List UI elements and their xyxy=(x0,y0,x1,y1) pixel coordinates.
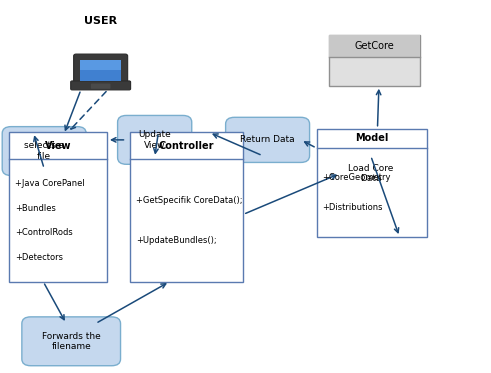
Text: Controller: Controller xyxy=(159,141,215,151)
Text: +GetSpecifik CoreData();: +GetSpecifik CoreData(); xyxy=(136,195,243,204)
Text: +UpdateBundles();: +UpdateBundles(); xyxy=(136,236,217,245)
Text: +Java CorePanel: +Java CorePanel xyxy=(15,179,84,188)
FancyBboxPatch shape xyxy=(91,84,110,89)
Bar xyxy=(329,35,420,86)
FancyBboxPatch shape xyxy=(74,54,128,86)
FancyBboxPatch shape xyxy=(2,127,86,176)
Text: View: View xyxy=(45,141,71,151)
FancyBboxPatch shape xyxy=(80,60,121,81)
Text: Model: Model xyxy=(355,134,388,144)
Text: +CoreGeometry: +CoreGeometry xyxy=(323,173,391,182)
Text: Return Data: Return Data xyxy=(240,135,295,144)
FancyBboxPatch shape xyxy=(118,115,191,164)
Bar xyxy=(317,129,427,237)
Bar xyxy=(9,132,107,282)
Text: GetCore: GetCore xyxy=(355,41,394,51)
Text: selects a
file: selects a file xyxy=(24,141,64,161)
Text: +Distributions: +Distributions xyxy=(323,203,383,212)
Text: +ControlRods: +ControlRods xyxy=(15,228,73,237)
FancyBboxPatch shape xyxy=(80,60,121,70)
FancyBboxPatch shape xyxy=(22,317,120,366)
Text: USER: USER xyxy=(84,16,117,25)
Bar xyxy=(329,35,420,57)
Text: Forwards the
filename: Forwards the filename xyxy=(42,332,101,351)
Bar xyxy=(130,132,243,282)
Text: +Detectors: +Detectors xyxy=(15,253,63,261)
Text: Update
View: Update View xyxy=(138,130,171,150)
FancyBboxPatch shape xyxy=(226,117,310,163)
Text: Load Core
Data: Load Core Data xyxy=(348,164,393,183)
FancyBboxPatch shape xyxy=(71,81,131,90)
FancyBboxPatch shape xyxy=(331,149,410,198)
Text: +Bundles: +Bundles xyxy=(15,204,55,213)
